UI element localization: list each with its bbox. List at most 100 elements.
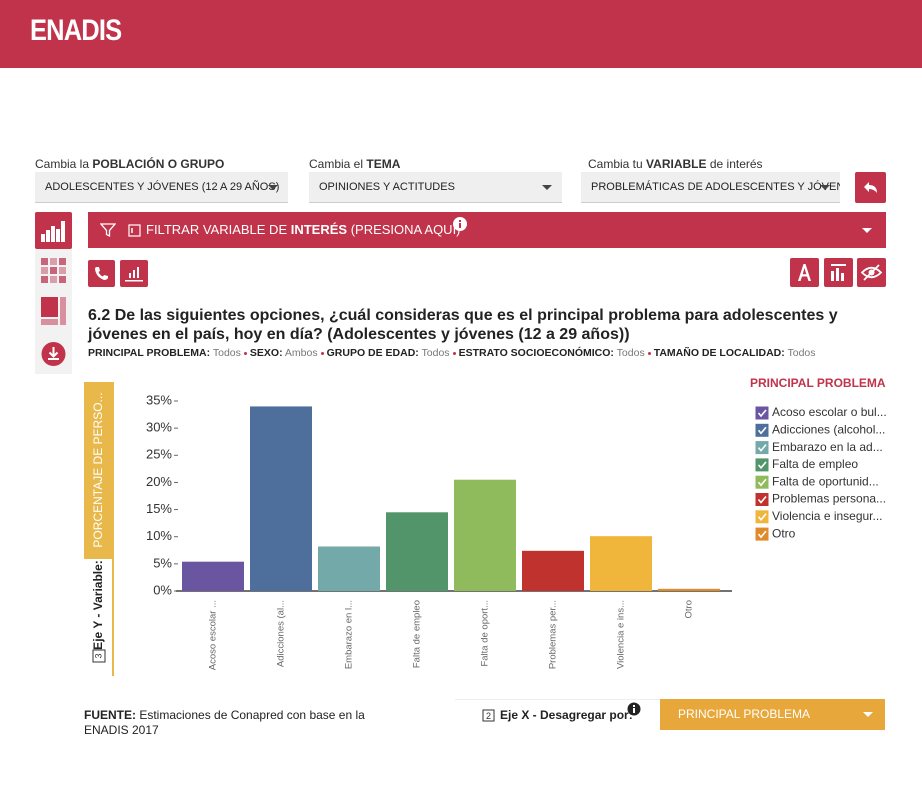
filter-bold: INTERÉS [290, 222, 348, 237]
separator [647, 351, 651, 355]
axis-button[interactable] [120, 260, 148, 287]
eye-icon [860, 264, 883, 281]
filter-icon [100, 223, 116, 238]
x-tick-label: Acoso escolar ... [208, 600, 219, 670]
bars-icon [41, 221, 65, 242]
filter-value: Todos [787, 347, 816, 359]
legend-label: Falta de empleo [772, 457, 858, 471]
bold: TEMA [366, 157, 401, 171]
legend-checkbox [755, 423, 769, 437]
caret [268, 185, 278, 190]
source: FUENTE: Estimaciones de Conapred con bas… [84, 708, 374, 738]
filter-bar[interactable]: FILTRAR VARIABLE DE INTERÉS (PRESIONA AQ… [88, 212, 886, 248]
legend-checkbox [755, 527, 769, 541]
download-icon[interactable] [41, 342, 66, 366]
check [757, 495, 767, 504]
filter-text: FILTRAR VARIABLE DE INTERÉS (PRESIONA AQ… [146, 212, 461, 248]
legend-checkbox [755, 441, 769, 455]
x-tick-label: Adicciones (al... [276, 600, 287, 667]
filter-value: Todos [421, 347, 450, 359]
check [757, 478, 767, 487]
legend-label: Adicciones (alcohol... [772, 422, 885, 436]
x-dropdown[interactable]: PRINCIPAL PROBLEMA [660, 699, 885, 730]
y-variable-strip[interactable] [84, 382, 114, 559]
bar [454, 479, 516, 591]
legend-title: PRINCIPAL PROBLEMA [750, 376, 886, 390]
check [757, 461, 767, 470]
dropdown-value: OPINIONES Y ACTITUDES [319, 181, 455, 193]
legend-label: Otro [772, 526, 796, 540]
bar [318, 546, 380, 591]
bar [250, 406, 312, 591]
back-icon [864, 182, 877, 193]
brand[interactable]: ENADIS [30, 14, 122, 47]
filter-value: Ambos [284, 347, 318, 359]
source-text: Estimaciones de Conapred con base en la … [84, 708, 365, 737]
info-icon[interactable] [627, 702, 641, 716]
x-control-label: Eje X - Desagregar por: [500, 708, 633, 722]
legend-checkbox [755, 458, 769, 472]
x-tick-label: Embarazo en l... [344, 600, 355, 669]
x-tick-label: Violencia e ins... [616, 600, 627, 669]
y-tick-label: 25% [146, 447, 172, 462]
info-icon[interactable] [452, 216, 468, 232]
font-icon [798, 264, 811, 281]
dropdown[interactable]: OPINIONES Y ACTITUDES [309, 172, 562, 203]
caret [863, 712, 873, 717]
legend-label: Acoso escolar o bul... [772, 405, 887, 419]
separator [243, 351, 247, 355]
dropdown-value: ADOLESCENTES Y JÓVENES (12 A 29 AÑOS) [45, 181, 280, 193]
font-button[interactable] [790, 258, 819, 287]
badge: 2 [485, 711, 491, 721]
filter-hint: (PRESIONA AQUÍ) [350, 222, 461, 237]
bar [658, 588, 720, 591]
dropdown[interactable]: ADOLESCENTES Y JÓVENES (12 A 29 AÑOS) [35, 172, 288, 203]
grid-icon[interactable] [41, 258, 66, 283]
check [757, 444, 767, 452]
y-tick-label: 20% [146, 474, 172, 489]
question-filters: PRINCIPAL PROBLEMA: Todos SEXO: Ambos GRUP… [88, 347, 816, 359]
axis-icon [125, 267, 143, 282]
legend-label: Problemas persona... [772, 492, 886, 506]
separator [320, 351, 324, 355]
badge-icon [482, 709, 495, 722]
question-title: 6.2 De las siguientes opciones, ¿cuál co… [88, 307, 838, 343]
y-tick-label: 35% [146, 392, 172, 407]
legend-checkbox [755, 493, 769, 506]
hide-button[interactable] [857, 258, 886, 287]
legend-label: Falta de oportunid... [772, 474, 879, 488]
y-tick-label: 5% [153, 555, 172, 570]
legend-label: Embarazo en la ad... [772, 440, 883, 454]
check [757, 409, 767, 418]
suffix: de interés [709, 157, 763, 171]
separator [452, 351, 456, 355]
treemap-icon[interactable] [41, 297, 66, 325]
caret [542, 185, 552, 190]
phone-icon [95, 267, 108, 280]
dropdown[interactable]: PROBLEMÁTICAS DE ADOLESCENTES Y JÓVEN [581, 172, 840, 203]
source-label: FUENTE: [84, 708, 136, 722]
filter-label: GRUPO DE EDAD: [326, 347, 419, 359]
y-control-label: Eje Y - Variable: [91, 560, 105, 650]
bar [386, 512, 448, 591]
caret [862, 228, 872, 233]
back-button[interactable] [855, 172, 886, 203]
prefix: Cambia la [35, 157, 90, 171]
selector-label: Cambia tu VARIABLE de interés [588, 157, 763, 171]
prefix: Cambia el [309, 157, 364, 171]
y-tick-label: 10% [146, 528, 172, 543]
x-tick-label: Problemas per... [548, 600, 559, 669]
x-tick-label: Otro [684, 600, 695, 618]
chart-view-button[interactable] [35, 212, 72, 249]
phone-button[interactable] [88, 260, 115, 287]
filter-label: TAMAÑO DE LOCALIDAD: [653, 347, 785, 359]
bold: POBLACIÓN O GRUPO [92, 157, 225, 171]
filter-label: ESTRATO SOCIOECONÓMICO: [458, 347, 614, 359]
bars-icon [831, 264, 846, 281]
badge-box [92, 649, 106, 663]
bars-button[interactable] [824, 258, 853, 287]
y-tick-label: 15% [146, 501, 172, 516]
filter-label: PRINCIPAL PROBLEMA: [88, 347, 211, 359]
